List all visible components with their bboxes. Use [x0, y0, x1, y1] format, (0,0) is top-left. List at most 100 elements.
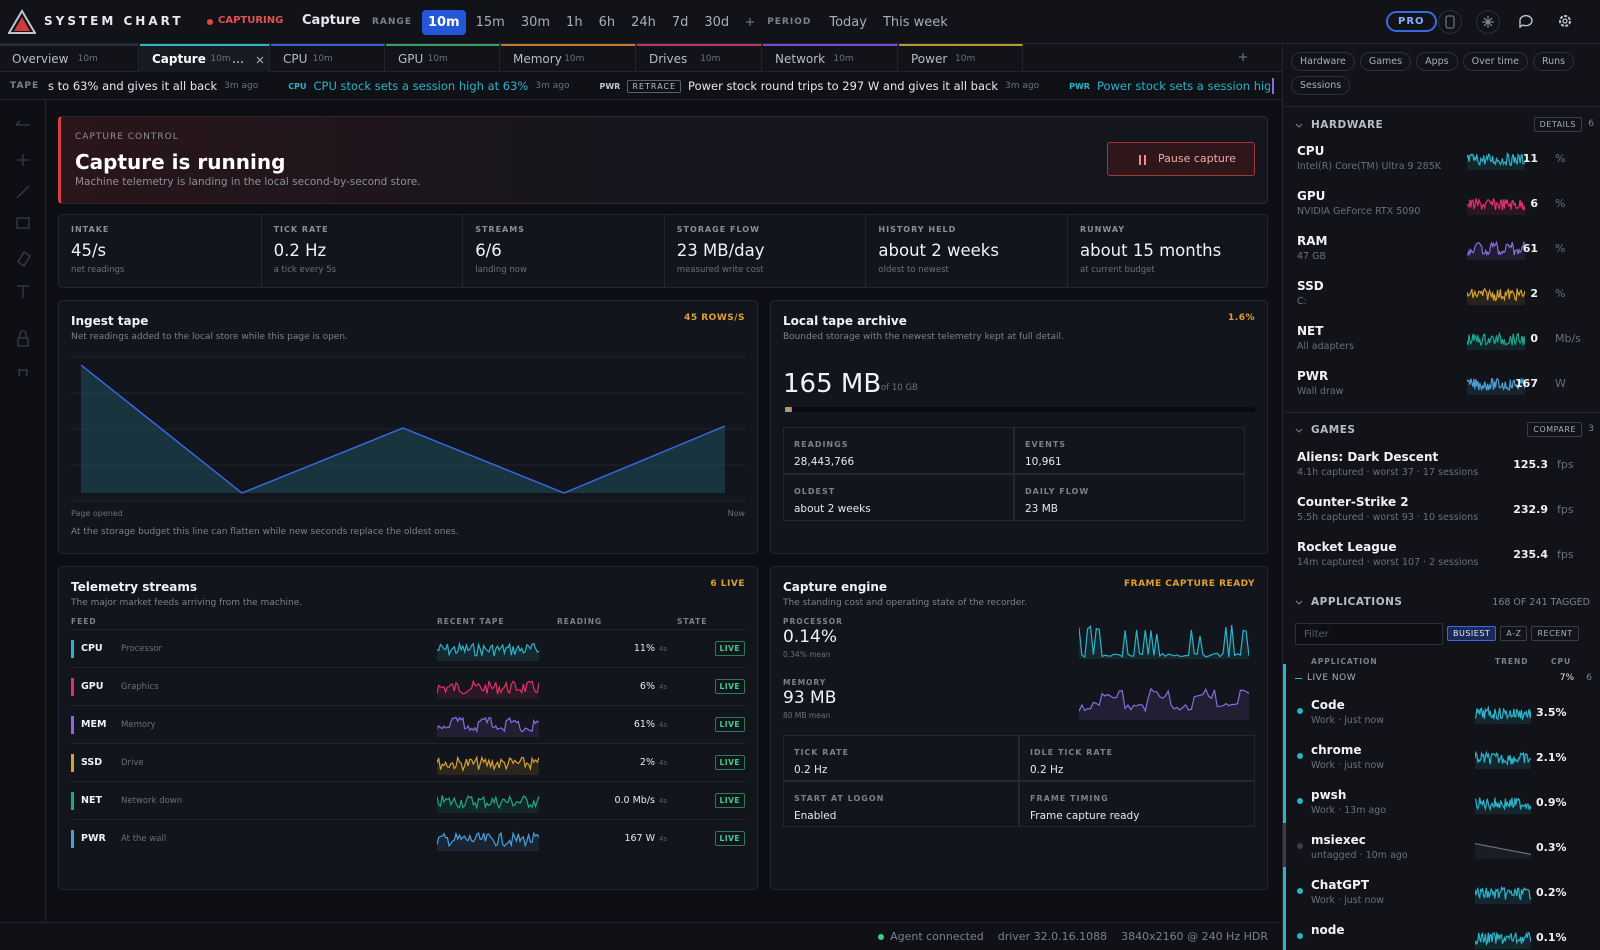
feed-code: CPU — [81, 643, 103, 654]
pro-badge[interactable]: PRO — [1386, 11, 1437, 32]
app-detail: Work · just now — [1311, 760, 1385, 771]
hw-value: 167 — [1515, 377, 1538, 390]
app-detail: Work · just now — [1311, 715, 1385, 726]
icon-button[interactable] — [1438, 10, 1462, 34]
filter-pill[interactable]: Games — [1359, 52, 1412, 71]
icon-button[interactable] — [1515, 10, 1539, 34]
period-button[interactable]: Today — [829, 14, 867, 30]
sort-button[interactable]: RECENT — [1531, 626, 1579, 641]
tool-rail — [0, 100, 46, 922]
range-button[interactable]: 10m — [421, 9, 466, 35]
tab-name: Capture — [152, 52, 206, 66]
stat-note: a tick every 5s — [273, 265, 337, 275]
icon-button[interactable] — [1476, 10, 1500, 34]
filter-pill[interactable]: Runs — [1532, 52, 1575, 71]
range-button[interactable]: 15m — [475, 14, 505, 30]
filter-pill[interactable]: Over time — [1462, 52, 1528, 71]
filter-input[interactable]: Filter — [1295, 623, 1443, 645]
tab[interactable]: GPU 10m — [386, 44, 500, 72]
age: 4s — [659, 645, 668, 653]
title: Capture is running — [75, 150, 286, 174]
feed-name: Memory — [121, 720, 156, 730]
app-dot — [1297, 753, 1303, 759]
hw-unit: Mb/s — [1555, 332, 1581, 345]
state-badge: LIVE — [714, 641, 745, 656]
tape-tag: PWR — [599, 81, 621, 91]
age: 4s — [659, 683, 668, 691]
pause-button[interactable]: Pause capture — [1107, 142, 1255, 176]
engine-cell: FRAME TIMING Frame capture ready — [1019, 781, 1255, 827]
range-button[interactable]: 30d — [704, 14, 730, 30]
period-button[interactable]: This week — [882, 14, 948, 30]
hw-value: 2 — [1530, 287, 1538, 300]
engine-cell: TICK RATE 0.2 Hz — [783, 735, 1019, 781]
hw-name: RAM — [1297, 234, 1328, 248]
add-icon — [746, 18, 755, 26]
app-name: msiexec — [1311, 833, 1366, 847]
brand: SYSTEM CHART — [44, 14, 184, 28]
stream-row: NET Network down 0.0 Mb/s 4s LIVE — [71, 781, 745, 819]
hw-value: 11 — [1522, 152, 1538, 165]
app-dot — [1297, 933, 1303, 939]
status-dot — [207, 19, 213, 25]
icon-button[interactable] — [1554, 10, 1578, 34]
range-button[interactable]: 1h — [566, 14, 583, 30]
app-value: 0.9% — [1536, 796, 1567, 809]
sparkline — [1467, 197, 1525, 215]
sparkline — [1475, 705, 1531, 724]
app-name: ChatGPT — [1311, 878, 1370, 892]
stat: HISTORY HELD about 2 weeks oldest to newes… — [865, 215, 1066, 287]
tab-actions — [233, 56, 264, 64]
ingest-panel: Ingest tape Net readings added to the loc… — [58, 300, 758, 554]
state-badge: LIVE — [714, 793, 745, 808]
filter-pill[interactable]: Sessions — [1291, 76, 1351, 95]
range-button[interactable]: 6h — [598, 14, 616, 30]
filter-pill[interactable]: Hardware — [1291, 52, 1355, 71]
section-title: HARDWARE — [1311, 119, 1384, 131]
stat: RUNWAY about 15 months at current budget — [1067, 215, 1268, 287]
app-name: pwsh — [1311, 788, 1347, 802]
column-header: FEED — [71, 617, 97, 626]
tab-range: 10m — [312, 54, 333, 64]
tab[interactable]: Network 10m — [763, 44, 898, 72]
tab[interactable]: CPU 10m — [271, 44, 385, 72]
stat-value: about 2 weeks — [878, 241, 999, 260]
capture-control: CAPTURE CONTROL Capture is running Machine… — [58, 116, 1268, 204]
sort-button[interactable]: A-Z — [1500, 626, 1528, 641]
tab[interactable]: Memory 10m — [501, 44, 636, 72]
ingest-chart — [71, 356, 745, 502]
feed-code: NET — [81, 795, 102, 806]
game-detail: 5.5h captured · worst 93 · 10 sessions — [1297, 512, 1479, 523]
section-action[interactable]: COMPARE — [1527, 422, 1582, 437]
section-action[interactable]: DETAILS — [1533, 117, 1582, 132]
tab[interactable]: Power 10m — [899, 44, 1023, 72]
tape-badge: RETRACE — [627, 79, 682, 93]
tab[interactable]: Drives 10m — [637, 44, 762, 72]
column-header: READING — [557, 617, 603, 626]
age: 4s — [659, 835, 668, 843]
tab[interactable]: Overview 10m — [0, 44, 139, 72]
tab[interactable]: Capture 10m — [140, 44, 270, 72]
range-button[interactable]: 7d — [671, 14, 689, 30]
stat-label: INTAKE — [71, 225, 110, 234]
stat-value: 23 MB/day — [676, 241, 765, 260]
metric-label: MEMORY — [783, 678, 827, 687]
panel-subtitle: The standing cost and operating state of… — [783, 598, 1027, 608]
game-value: 235.4 — [1513, 548, 1548, 561]
axis-start: Page opened — [71, 509, 123, 518]
tab-name: Network — [775, 52, 826, 66]
tape-label: TAPE — [10, 81, 40, 91]
tape-end-marker — [1272, 78, 1274, 94]
hw-unit: % — [1555, 242, 1566, 255]
filter-pill[interactable]: Apps — [1416, 52, 1458, 71]
range-button[interactable]: 24h — [631, 14, 656, 30]
placeholder: Filter — [1304, 629, 1329, 640]
column-header: APPLICATION — [1311, 657, 1378, 666]
range-button[interactable]: 30m — [520, 14, 551, 30]
stream-row: MEM Memory 61% 4s LIVE — [71, 705, 745, 743]
game-name: Counter-Strike 2 — [1297, 495, 1409, 509]
feed-color — [71, 754, 74, 772]
app-detail: Work · just now — [1311, 895, 1385, 906]
sort-button[interactable]: BUSIEST — [1447, 626, 1497, 641]
archive-of: of 10 GB — [881, 383, 918, 393]
